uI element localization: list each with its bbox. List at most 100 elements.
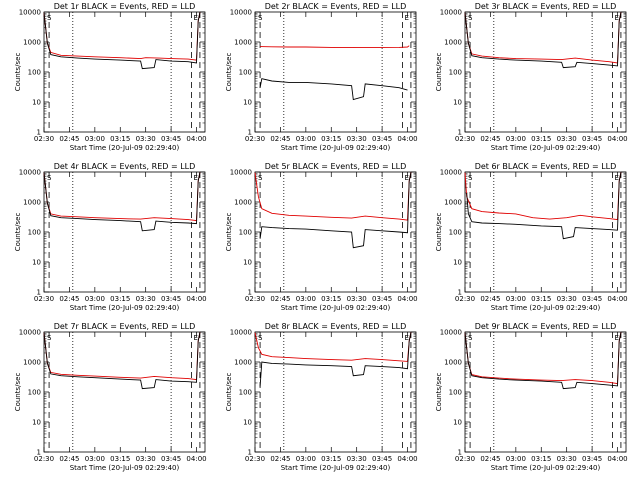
x-tick-label: 04:00 <box>186 295 206 303</box>
x-tick-label: 02:30 <box>34 295 54 303</box>
chart-panel-9: Det 9r BLACK = Events, RED = LLD 1 10 100 10… <box>435 322 628 472</box>
y-tick-label: 1 <box>248 129 252 137</box>
end-marker-label: E <box>614 174 618 182</box>
y-tick-label: 10 <box>243 99 252 107</box>
plot-frame <box>43 11 206 133</box>
lld-series-line <box>464 332 622 385</box>
x-tick-label: 03:30 <box>136 135 156 143</box>
y-tick-label: 100 <box>239 229 252 237</box>
end-marker-label: E <box>193 334 197 342</box>
x-tick-label: 04:00 <box>607 455 627 463</box>
y-tick-label: 10 <box>453 419 462 427</box>
x-tick-label: 02:30 <box>245 295 265 303</box>
y-tick-label: 1 <box>458 289 462 297</box>
x-tick-label: 04:00 <box>186 135 206 143</box>
y-tick-label: 1000 <box>444 39 462 47</box>
y-tick-label: 10000 <box>230 169 252 177</box>
chart-panel-5: Det 5r BLACK = Events, RED = LLD 1 10 100 10… <box>225 162 418 312</box>
y-tick-label: 1000 <box>444 359 462 367</box>
x-tick-label: 04:00 <box>607 135 627 143</box>
x-axis-label: Start Time (20-Jul-09 02:29:40) <box>70 464 180 472</box>
lld-series-line <box>464 12 622 64</box>
x-tick-label: 04:00 <box>397 455 417 463</box>
x-tick-label: 02:30 <box>455 455 475 463</box>
x-tick-label: 03:15 <box>321 295 341 303</box>
x-tick-label: 03:00 <box>506 455 526 463</box>
y-axis-label: Counts/sec <box>225 213 233 252</box>
x-tick-label: 03:30 <box>347 455 367 463</box>
y-axis-label: Counts/sec <box>435 373 443 412</box>
x-tick-label: 03:30 <box>347 135 367 143</box>
x-tick-label: 03:15 <box>110 135 130 143</box>
x-tick-label: 03:00 <box>296 135 316 143</box>
end-marker-label: E <box>614 14 618 22</box>
x-tick-label: 03:45 <box>161 295 181 303</box>
start-marker-label: S <box>47 174 52 182</box>
x-tick-label: 03:00 <box>85 135 105 143</box>
x-tick-label: 02:45 <box>59 135 79 143</box>
chart-title: Det 7r BLACK = Events, RED = LLD <box>54 322 196 331</box>
y-axis-label: Counts/sec <box>435 213 443 252</box>
chart-title: Det 4r BLACK = Events, RED = LLD <box>54 162 196 171</box>
start-marker-label: S <box>258 14 263 22</box>
x-tick-label: 02:30 <box>34 455 54 463</box>
chart-title: Det 9r BLACK = Events, RED = LLD <box>475 322 617 331</box>
end-marker-label: E <box>193 14 197 22</box>
y-axis-label: Counts/sec <box>14 373 22 412</box>
y-tick-label: 10000 <box>19 9 41 17</box>
x-tick-label: 03:45 <box>161 135 181 143</box>
end-marker-label: E <box>614 334 618 342</box>
x-tick-label: 02:45 <box>270 295 290 303</box>
y-tick-label: 1000 <box>234 39 252 47</box>
x-tick-label: 04:00 <box>397 295 417 303</box>
y-tick-label: 1000 <box>23 39 41 47</box>
chart-panel-2: Det 2r BLACK = Events, RED = LLD 1 10 100 10… <box>225 2 418 152</box>
plot-frame <box>43 171 206 293</box>
y-axis-label: Counts/sec <box>225 53 233 92</box>
x-tick-label: 03:45 <box>582 295 602 303</box>
x-axis-label: Start Time (20-Jul-09 02:29:40) <box>491 144 601 152</box>
y-tick-label: 1000 <box>23 359 41 367</box>
y-tick-label: 1 <box>37 289 41 297</box>
lld-series-line <box>43 12 201 61</box>
y-tick-label: 1000 <box>444 199 462 207</box>
start-marker-label: S <box>47 14 52 22</box>
y-tick-label: 100 <box>449 389 462 397</box>
x-tick-label: 03:45 <box>372 455 392 463</box>
plot-frame <box>254 171 417 293</box>
start-marker-label: S <box>468 334 473 342</box>
x-tick-label: 03:45 <box>582 455 602 463</box>
chart-panel-1: Det 1r BLACK = Events, RED = LLD 1 10 100 10… <box>14 2 207 152</box>
lld-series-line <box>254 172 412 221</box>
x-tick-label: 03:45 <box>582 135 602 143</box>
x-axis-label: Start Time (20-Jul-09 02:29:40) <box>70 304 180 312</box>
x-tick-label: 03:15 <box>531 135 551 143</box>
x-tick-label: 02:45 <box>270 135 290 143</box>
plot-frame <box>464 171 627 293</box>
y-tick-label: 100 <box>449 69 462 77</box>
x-tick-label: 03:30 <box>557 455 577 463</box>
events-series-line <box>464 332 622 390</box>
y-tick-label: 1 <box>37 129 41 137</box>
y-tick-label: 10 <box>32 99 41 107</box>
events-series-line <box>466 172 622 240</box>
x-axis-label: Start Time (20-Jul-09 02:29:40) <box>281 304 391 312</box>
x-tick-label: 02:45 <box>59 295 79 303</box>
events-series-line <box>43 172 201 232</box>
x-tick-label: 03:30 <box>136 455 156 463</box>
start-marker-label: S <box>258 334 263 342</box>
y-tick-label: 10000 <box>440 9 462 17</box>
chart-panel-3: Det 3r BLACK = Events, RED = LLD 1 10 100 10… <box>435 2 628 152</box>
x-tick-label: 03:00 <box>296 295 316 303</box>
y-tick-label: 10000 <box>440 169 462 177</box>
lld-series-line <box>260 45 410 49</box>
chart-title: Det 2r BLACK = Events, RED = LLD <box>265 2 407 11</box>
x-tick-label: 04:00 <box>397 135 417 143</box>
x-tick-label: 03:30 <box>557 135 577 143</box>
y-tick-label: 10000 <box>19 329 41 337</box>
x-axis-label: Start Time (20-Jul-09 02:29:40) <box>491 304 601 312</box>
lld-series-line <box>43 172 201 222</box>
end-marker-label: E <box>193 174 197 182</box>
x-tick-label: 03:15 <box>110 455 130 463</box>
events-series-line <box>43 12 201 70</box>
